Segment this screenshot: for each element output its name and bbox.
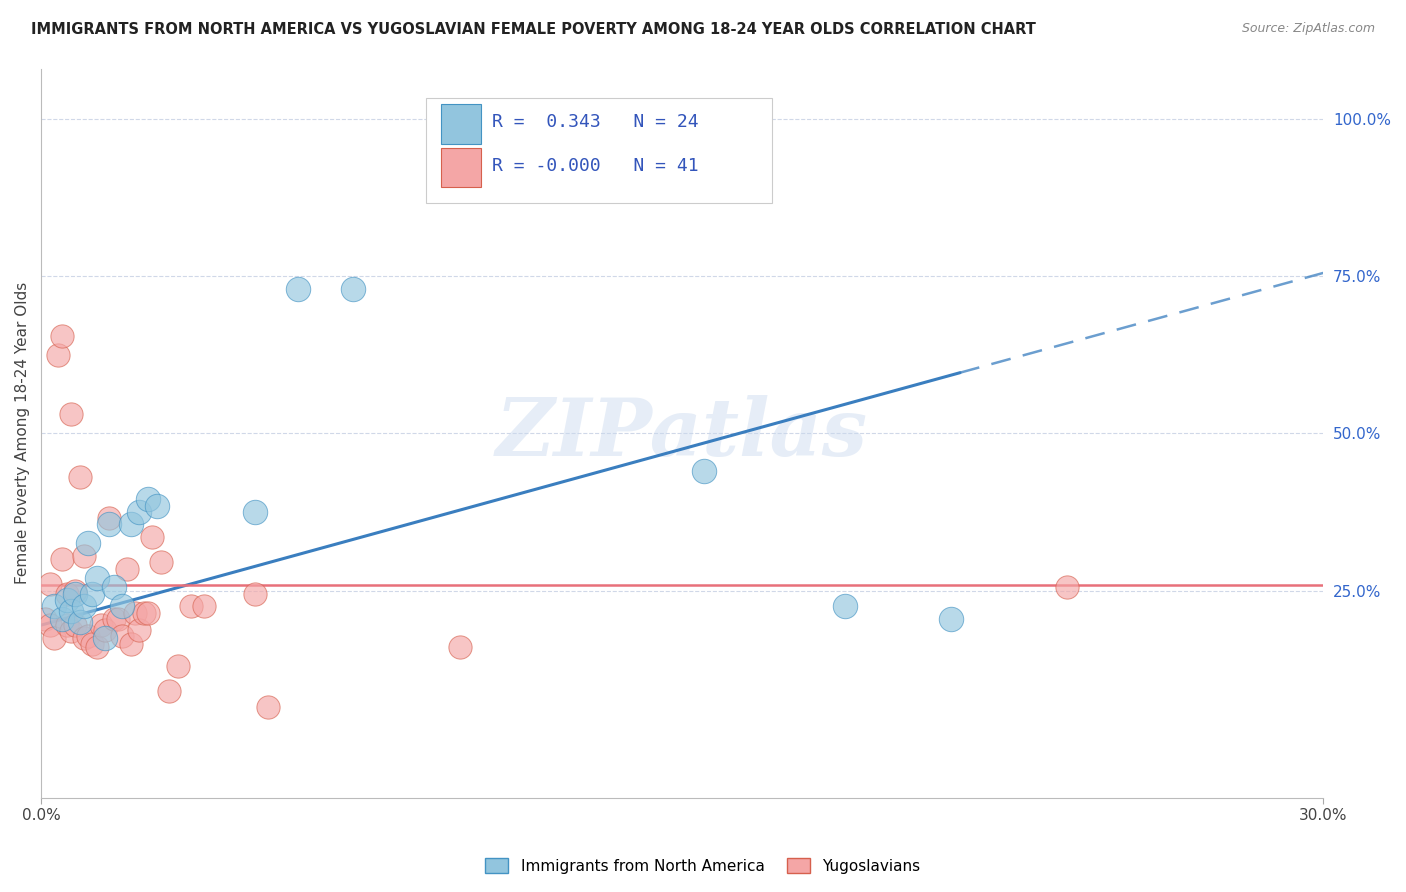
Point xyxy=(55,593,77,607)
Point xyxy=(73,631,96,645)
Point xyxy=(115,561,138,575)
Point xyxy=(124,606,146,620)
Point xyxy=(86,571,108,585)
Y-axis label: Female Poverty Among 18-24 Year Olds: Female Poverty Among 18-24 Year Olds xyxy=(15,282,30,584)
Legend: Immigrants from North America, Yugoslavians: Immigrants from North America, Yugoslavi… xyxy=(479,852,927,880)
Point xyxy=(73,549,96,563)
Point xyxy=(77,536,100,550)
Point xyxy=(103,612,125,626)
Point xyxy=(1056,580,1078,594)
Point xyxy=(132,606,155,620)
Point xyxy=(55,618,77,632)
Point xyxy=(46,348,69,362)
Point xyxy=(136,606,159,620)
FancyBboxPatch shape xyxy=(426,98,772,203)
FancyBboxPatch shape xyxy=(441,148,481,187)
Point xyxy=(449,640,471,654)
Point xyxy=(692,464,714,478)
Point xyxy=(86,640,108,654)
Point xyxy=(941,612,963,626)
Point xyxy=(180,599,202,614)
Point xyxy=(82,637,104,651)
Point xyxy=(90,618,112,632)
Point xyxy=(65,583,87,598)
Point xyxy=(243,587,266,601)
Point xyxy=(136,492,159,507)
Point xyxy=(65,618,87,632)
Point xyxy=(65,587,87,601)
Point xyxy=(69,470,91,484)
Text: ZIPatlas: ZIPatlas xyxy=(496,394,869,472)
Point xyxy=(55,587,77,601)
Point xyxy=(77,629,100,643)
Point xyxy=(120,517,142,532)
Text: Source: ZipAtlas.com: Source: ZipAtlas.com xyxy=(1241,22,1375,36)
Point xyxy=(834,599,856,614)
Point xyxy=(60,408,83,422)
Point xyxy=(94,631,117,645)
Point xyxy=(82,587,104,601)
Point xyxy=(256,699,278,714)
Point xyxy=(111,629,134,643)
Point xyxy=(141,530,163,544)
Point xyxy=(107,612,129,626)
Point xyxy=(243,505,266,519)
Text: R =  0.343   N = 24: R = 0.343 N = 24 xyxy=(492,112,699,131)
Text: IMMIGRANTS FROM NORTH AMERICA VS YUGOSLAVIAN FEMALE POVERTY AMONG 18-24 YEAR OLD: IMMIGRANTS FROM NORTH AMERICA VS YUGOSLA… xyxy=(31,22,1036,37)
Point xyxy=(38,618,60,632)
Point xyxy=(60,604,83,618)
Point xyxy=(73,599,96,614)
Point xyxy=(51,552,73,566)
Point xyxy=(60,624,83,639)
Point xyxy=(128,623,150,637)
Point xyxy=(342,282,364,296)
Point xyxy=(51,328,73,343)
Point xyxy=(34,612,56,626)
Text: R = -0.000   N = 41: R = -0.000 N = 41 xyxy=(492,157,699,175)
Point xyxy=(167,659,190,673)
Point xyxy=(120,637,142,651)
Point xyxy=(287,282,309,296)
FancyBboxPatch shape xyxy=(441,104,481,144)
Point xyxy=(157,684,180,698)
Point xyxy=(128,505,150,519)
Point xyxy=(38,577,60,591)
Point xyxy=(145,499,167,513)
Point xyxy=(51,612,73,626)
Point xyxy=(111,599,134,614)
Point xyxy=(193,599,215,614)
Point xyxy=(42,599,65,614)
Point xyxy=(103,580,125,594)
Point xyxy=(69,615,91,629)
Point xyxy=(98,511,121,525)
Point xyxy=(427,112,450,126)
Point xyxy=(98,517,121,532)
Point xyxy=(42,631,65,645)
Point xyxy=(94,623,117,637)
Point xyxy=(149,555,172,569)
